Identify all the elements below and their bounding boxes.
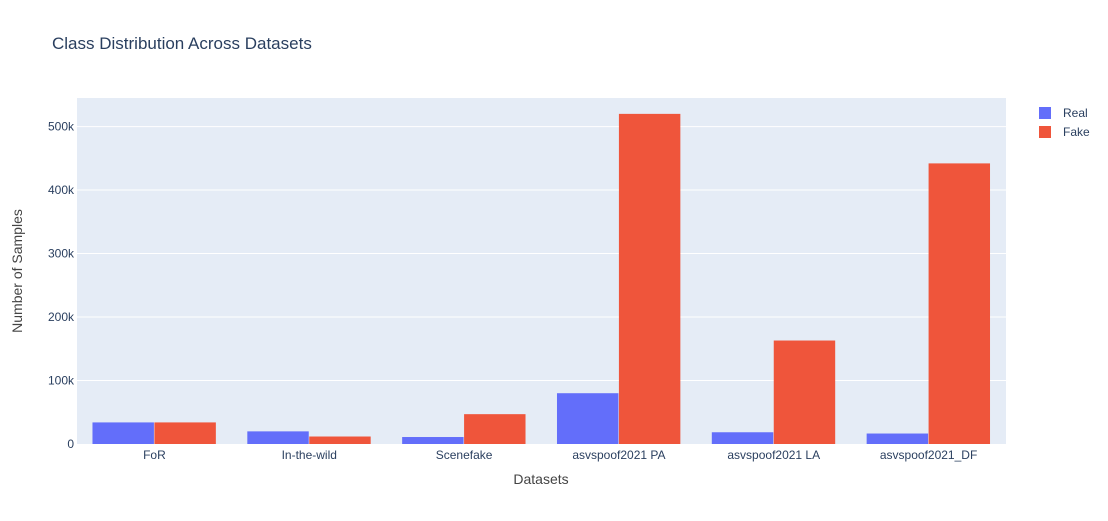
y-tick-label: 300k xyxy=(48,247,75,261)
bar-real-0[interactable] xyxy=(92,422,154,444)
x-tick-label: Scenefake xyxy=(436,448,493,462)
bar-fake-5[interactable] xyxy=(928,163,991,445)
bar-fake-2[interactable] xyxy=(464,414,526,444)
bar-real-4[interactable] xyxy=(711,432,774,444)
legend-swatch-fake[interactable] xyxy=(1039,126,1051,138)
y-tick-label: 200k xyxy=(48,310,75,324)
legend-label-fake[interactable]: Fake xyxy=(1063,125,1090,139)
bar-fake-3[interactable] xyxy=(618,113,681,445)
plot-area xyxy=(77,98,1006,444)
x-axis-title: Datasets xyxy=(513,471,568,487)
bar-fake-1[interactable] xyxy=(309,436,371,444)
y-axis-title: Number of Samples xyxy=(9,209,25,333)
bar-real-2[interactable] xyxy=(402,437,464,444)
y-tick-label: 100k xyxy=(48,374,75,388)
x-tick-label: In-the-wild xyxy=(282,448,337,462)
x-tick-label: asvspoof2021 PA xyxy=(572,448,665,462)
bar-fake-0[interactable] xyxy=(154,422,216,444)
legend-label-real[interactable]: Real xyxy=(1063,106,1088,120)
legend[interactable]: Real Fake xyxy=(1039,106,1090,139)
bar-real-5[interactable] xyxy=(866,433,929,444)
bar-real-1[interactable] xyxy=(247,431,309,444)
legend-swatch-real[interactable] xyxy=(1039,107,1051,119)
x-axis-ticks: FoR In-the-wild Scenefake asvspoof2021 PA as… xyxy=(143,448,977,462)
bars[interactable] xyxy=(92,113,991,445)
y-tick-label: 500k xyxy=(48,120,75,134)
gridlines xyxy=(77,126,1006,382)
bar-fake-4[interactable] xyxy=(773,340,836,444)
chart-title: Class Distribution Across Datasets xyxy=(52,34,312,53)
x-tick-label: asvspoof2021_DF xyxy=(880,448,977,462)
x-tick-label: asvspoof2021 LA xyxy=(727,448,820,462)
y-axis-ticks: 0 100k 200k 300k 400k 500k xyxy=(48,120,75,451)
bar-real-3[interactable] xyxy=(556,393,619,444)
y-tick-label: 400k xyxy=(48,183,75,197)
x-tick-label: FoR xyxy=(143,448,166,462)
y-tick-label: 0 xyxy=(67,437,74,451)
